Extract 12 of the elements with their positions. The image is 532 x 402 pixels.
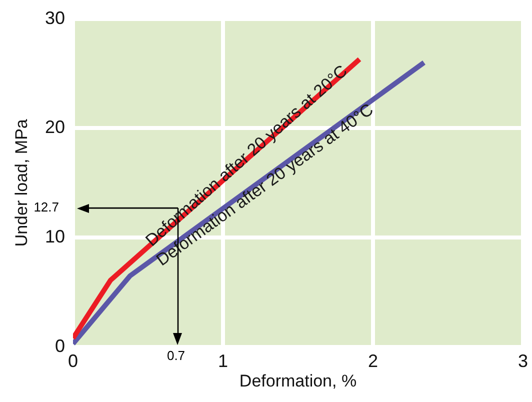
- x-tick-label: 0: [68, 350, 78, 371]
- y-tick-label: 0: [54, 336, 65, 356]
- x-tick-label: 3: [518, 350, 528, 371]
- x-axis-title: Deformation, %: [239, 371, 357, 390]
- y-tick-label: 20: [44, 117, 65, 138]
- y-tick-label: 30: [44, 8, 65, 28]
- y-tick-label: 10: [44, 226, 65, 247]
- ref-line-label: 12.7: [34, 200, 59, 215]
- ref-line-label: 0.7: [166, 348, 186, 364]
- y-axis-title: Under load, MPa: [12, 118, 31, 247]
- x-tick-label: 1: [218, 350, 228, 371]
- x-tick-label: 2: [368, 350, 378, 371]
